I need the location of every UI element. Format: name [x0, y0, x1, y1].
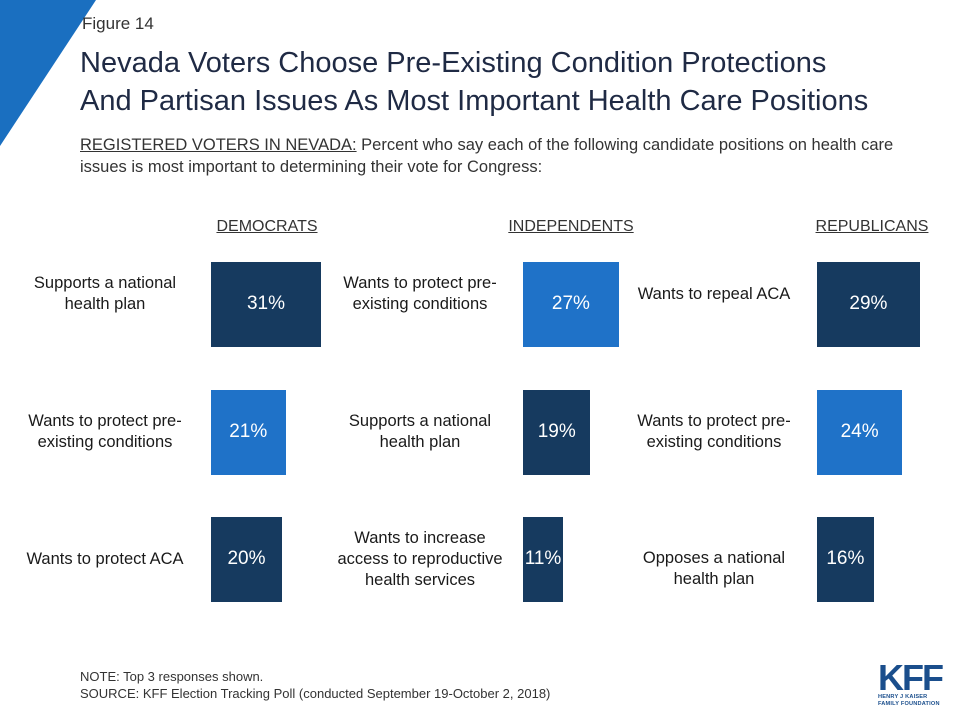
value-box: 31% [211, 261, 321, 347]
item-label: Wants to protect ACA [26, 549, 184, 568]
item-label: Supports a national health plan [348, 412, 492, 451]
source-text: SOURCE: KFF Election Tracking Poll (cond… [80, 686, 551, 701]
logo-line-2: FAMILY FOUNDATION [878, 700, 940, 707]
item-label: Wants to repeal ACA [637, 284, 791, 303]
item-label: Wants to protect pre-existing conditions [637, 412, 791, 451]
value-box: 16% [817, 516, 874, 602]
value-box: 21% [211, 389, 286, 475]
item-label: Opposes a national health plan [642, 549, 786, 588]
kff-logo: KFF HENRY J KAISER FAMILY FOUNDATION [878, 657, 948, 707]
value-box: 19% [523, 389, 591, 475]
subtitle: REGISTERED VOTERS IN NEVADA: Percent who… [80, 134, 940, 178]
value-box: 29% [817, 261, 920, 347]
item-label: Wants to protect pre-existing conditions [28, 412, 182, 451]
figure-label: Figure 14 [82, 14, 154, 33]
column-header-democrats: DEMOCRATS [216, 218, 318, 235]
logo-line-1: HENRY J KAISER [878, 694, 928, 700]
column-header-independents: INDEPENDENTS [508, 218, 634, 235]
note-text: NOTE: Top 3 responses shown. [80, 669, 264, 684]
subtitle-text: Percent who say each of the following ca… [80, 136, 894, 176]
item-label: Wants to increase access to reproductive h… [337, 528, 503, 589]
value-box: 11% [523, 516, 563, 602]
title-line-2: And Partisan Issues As Most Important He… [80, 85, 869, 117]
value-box: 24% [817, 389, 903, 475]
title-line-1: Nevada Voters Choose Pre-Existing Condit… [80, 47, 827, 79]
subtitle-lead: REGISTERED VOTERS IN NEVADA: [80, 136, 357, 154]
value-box: 27% [523, 261, 619, 347]
value-box: 20% [211, 516, 282, 602]
logo-wordmark: KFF [878, 657, 944, 698]
page-title: Nevada Voters Choose Pre-Existing Condit… [80, 44, 960, 120]
footnote: NOTE: Top 3 responses shown. SOURCE: KFF… [80, 668, 550, 702]
corner-accent [0, 0, 96, 146]
item-label: Wants to protect pre-existing conditions [343, 274, 497, 313]
item-label: Supports a national health plan [33, 274, 177, 313]
column-header-republicans: REPUBLICANS [815, 218, 929, 235]
